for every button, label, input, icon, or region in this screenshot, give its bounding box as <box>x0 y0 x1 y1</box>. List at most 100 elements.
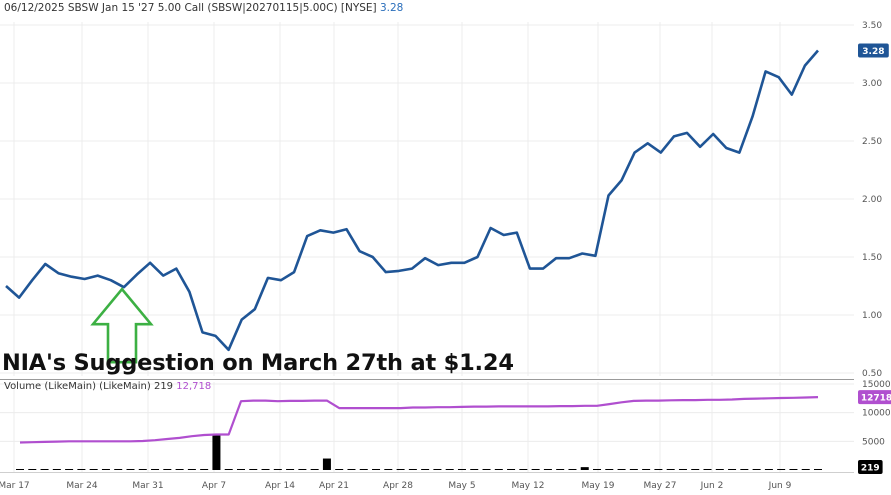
volume-bar <box>359 469 368 470</box>
last-price-badge-text: 3.28 <box>862 47 884 57</box>
volume-bar <box>347 469 356 470</box>
volume-bar <box>261 469 270 470</box>
suggestion-arrow-group <box>90 287 154 364</box>
volume-bar <box>728 469 737 470</box>
x-tick-label: Mar 17 <box>0 481 30 491</box>
volume-bar <box>457 469 466 470</box>
volume-bar <box>814 469 822 470</box>
volume-bar <box>126 469 135 470</box>
price-grid <box>0 22 854 376</box>
x-tick-label: May 5 <box>448 481 475 491</box>
volume-bar <box>310 469 319 470</box>
x-tick-label: May 12 <box>512 481 545 491</box>
volume-header: Volume (LikeMain) (LikeMain) 219 12,718 <box>4 381 211 392</box>
volume-bar <box>200 469 209 470</box>
suggestion-arrow <box>90 287 154 364</box>
volume-bar <box>298 469 307 470</box>
volume-bar <box>703 469 712 470</box>
volume-y-tick-label: 10000 <box>862 409 891 419</box>
volume-bar <box>470 469 479 470</box>
price-y-tick-label: 1.00 <box>862 311 882 321</box>
price-y-tick-label: 0.50 <box>862 369 882 379</box>
volume-bar <box>666 469 675 470</box>
volume-bar <box>445 469 454 470</box>
x-axis-ticks: Mar 17 Mar 24 Mar 31 Apr 7 Apr 14 Apr 21 Apr 2… <box>0 481 792 491</box>
x-tick-label: Jun 9 <box>768 481 792 491</box>
volume-bar <box>433 469 442 470</box>
x-tick-label: Apr 21 <box>319 481 349 491</box>
price-line-group <box>5 49 819 352</box>
volume-bar <box>408 469 417 470</box>
volume-bar <box>187 469 196 470</box>
volume-bar <box>740 469 749 470</box>
price-y-tick-label: 1.50 <box>862 253 882 263</box>
header-last-value: 3.28 <box>379 2 404 14</box>
volume-bar <box>617 469 626 470</box>
x-tick-label: Jun 2 <box>700 481 724 491</box>
volume-bar <box>789 469 798 470</box>
volume-bar <box>678 469 687 470</box>
x-tick-label: Apr 14 <box>265 481 295 491</box>
volume-bar <box>372 469 381 470</box>
volume-bars <box>16 434 822 470</box>
volume-bar <box>531 469 540 470</box>
volume-grid <box>0 382 854 472</box>
x-tick-label: Apr 28 <box>383 481 413 491</box>
x-tick-label: Mar 31 <box>132 481 163 491</box>
volume-y-axis-ticks: 5000 10000 15000 <box>862 380 891 447</box>
volume-bar <box>519 469 528 470</box>
x-tick-label: Apr 7 <box>202 481 226 491</box>
volume-bar <box>16 469 24 470</box>
volume-bar <box>801 469 810 470</box>
volume-y-tick-label: 5000 <box>862 437 885 447</box>
cumulative-volume-line-group <box>19 396 819 444</box>
price-y-tick-label: 2.50 <box>862 137 882 147</box>
volume-bar <box>28 469 37 470</box>
last-price-badge-bg <box>858 43 889 58</box>
volume-bar <box>396 469 405 470</box>
volume-bar <box>151 469 160 470</box>
volume-bar <box>212 434 221 470</box>
volume-bar <box>114 469 123 470</box>
volume-bar <box>52 469 61 470</box>
cumulative-volume-line <box>19 396 819 444</box>
volume-bar <box>89 469 98 470</box>
volume-y-tick-label: 15000 <box>862 380 891 390</box>
volume-bar <box>175 469 184 470</box>
volume-bar <box>335 469 344 470</box>
volume-bar <box>568 469 577 470</box>
volume-bar <box>556 469 565 470</box>
volume-bar <box>654 469 663 470</box>
last-volume-badge-bg <box>858 460 883 474</box>
volume-bar <box>40 469 49 470</box>
chart-title: 06/12/2025 SBSW Jan 15 '27 5.00 Call (SB… <box>4 2 377 14</box>
last-volume-badge-text: 219 <box>861 464 880 474</box>
volume-bar <box>101 469 110 470</box>
volume-bar <box>286 469 295 470</box>
volume-bar <box>593 469 602 470</box>
volume-series-label: (LikeMain) 219 <box>99 381 174 392</box>
volume-bar <box>629 469 638 470</box>
volume-bar <box>752 469 761 470</box>
volume-bar <box>224 469 233 470</box>
volume-bar <box>322 458 331 470</box>
volume-bar <box>494 469 503 470</box>
volume-bar <box>764 469 773 470</box>
volume-bar <box>543 469 552 470</box>
volume-bar <box>642 469 651 470</box>
volume-bar <box>605 469 614 470</box>
volume-bar <box>777 469 786 470</box>
price-line <box>5 49 819 352</box>
volume-bar <box>421 469 430 470</box>
price-y-tick-label: 2.00 <box>862 195 882 205</box>
volume-bar <box>482 469 491 470</box>
volume-bar <box>236 469 245 470</box>
volume-label: Volume (LikeMain) <box>4 381 96 392</box>
x-tick-label: May 19 <box>582 481 615 491</box>
chart-header: 06/12/2025 SBSW Jan 15 '27 5.00 Call (SB… <box>4 2 403 14</box>
volume-bar <box>249 469 258 470</box>
volume-bar <box>77 469 86 470</box>
volume-bar <box>163 469 172 470</box>
x-tick-label: May 27 <box>644 481 677 491</box>
